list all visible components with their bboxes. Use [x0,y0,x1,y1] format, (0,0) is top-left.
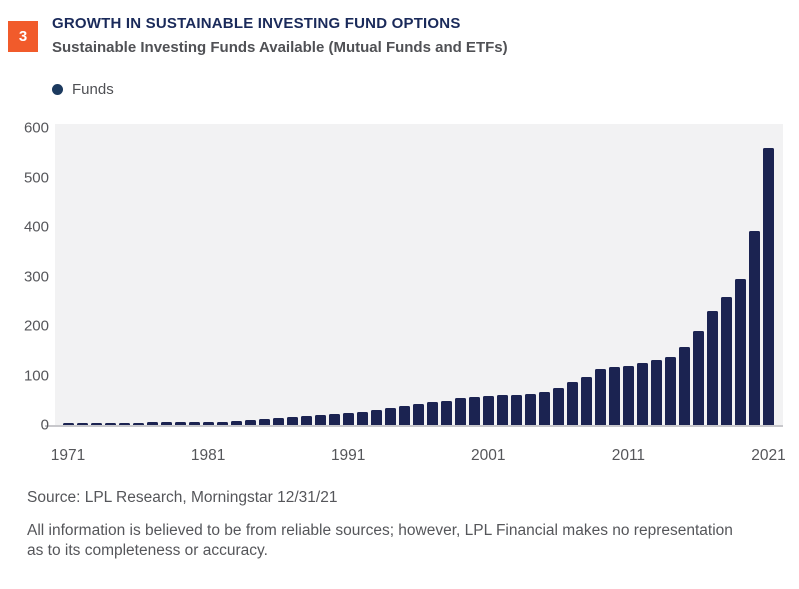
bar-1986 [272,417,284,425]
bar-2007 [566,382,578,425]
bar-1976 [132,422,144,425]
bar-2011 [622,365,634,425]
y-tick-600: 600 [23,119,49,137]
bar-1985 [258,418,270,425]
bar-1997 [426,402,438,425]
bar-2012 [636,362,648,425]
bar-2005 [538,392,550,425]
y-tick-0: 0 [40,416,49,434]
bar-1992 [356,411,368,425]
bar-1978 [160,422,172,425]
bar-2001 [482,395,494,425]
x-tick-2011: 2011 [611,447,646,464]
bar-1988 [300,415,312,425]
legend-dot-icon [52,84,63,95]
bar-1994 [384,407,396,425]
bar-1974 [104,422,116,425]
bar-2004 [524,393,536,425]
bar-1982 [216,421,228,425]
legend: Funds [52,81,114,98]
legend-label: Funds [72,81,114,98]
bar-2010 [608,367,620,425]
chart-subtitle: Sustainable Investing Funds Available (M… [52,39,508,56]
bar-1971 [62,422,74,425]
bar-1995 [398,406,410,425]
source-text: Source: LPL Research, Morningstar 12/31/… [27,489,338,506]
bar-1983 [230,420,242,425]
disclaimer-line-1: All information is believed to be from r… [27,522,733,539]
bar-1975 [118,422,130,425]
bar-1984 [244,419,256,425]
y-tick-500: 500 [23,169,49,186]
figure-number-badge: 3 [8,21,38,52]
bar-1998 [440,401,452,425]
x-tick-1971: 1971 [50,447,86,464]
bar-1972 [76,422,88,425]
chart-title: GROWTH IN SUSTAINABLE INVESTING FUND OPT… [52,15,461,32]
bar-2016 [692,330,704,425]
bar-2003 [510,394,522,425]
chart-plot-area [55,124,783,425]
bar-1993 [370,409,382,425]
bar-2000 [468,396,480,425]
x-axis-line [45,425,783,427]
bar-1996 [412,403,424,425]
bar-2020 [748,230,760,425]
bar-2009 [594,368,606,425]
x-tick-2001: 2001 [471,447,506,464]
y-tick-300: 300 [23,268,49,285]
bar-2018 [720,297,732,425]
x-tick-1981: 1981 [190,447,226,464]
bar-1977 [146,422,158,425]
y-tick-200: 200 [23,317,49,335]
x-tick-2021: 2021 [751,447,786,464]
bar-2006 [552,388,564,425]
disclaimer-text: All information is believed to be from r… [27,521,733,561]
bar-1989 [314,414,326,425]
bar-2019 [734,278,746,425]
bar-1980 [188,422,200,425]
y-tick-100: 100 [23,367,49,384]
y-tick-400: 400 [23,218,49,236]
disclaimer-line-2: as to its completeness or accuracy. [27,542,268,559]
bar-2015 [678,346,690,425]
x-tick-1991: 1991 [330,447,366,464]
bar-1991 [342,412,354,425]
bar-1973 [90,422,102,425]
bar-2002 [496,395,508,425]
bar-1990 [328,414,340,425]
bar-2014 [664,356,676,425]
bar-2021 [763,147,774,425]
bar-1981 [202,422,214,425]
bar-2008 [580,376,592,425]
bar-2017 [706,311,718,425]
bar-1987 [286,416,298,425]
bar-1999 [454,398,466,425]
bar-2013 [650,359,662,425]
bar-1979 [174,422,186,425]
